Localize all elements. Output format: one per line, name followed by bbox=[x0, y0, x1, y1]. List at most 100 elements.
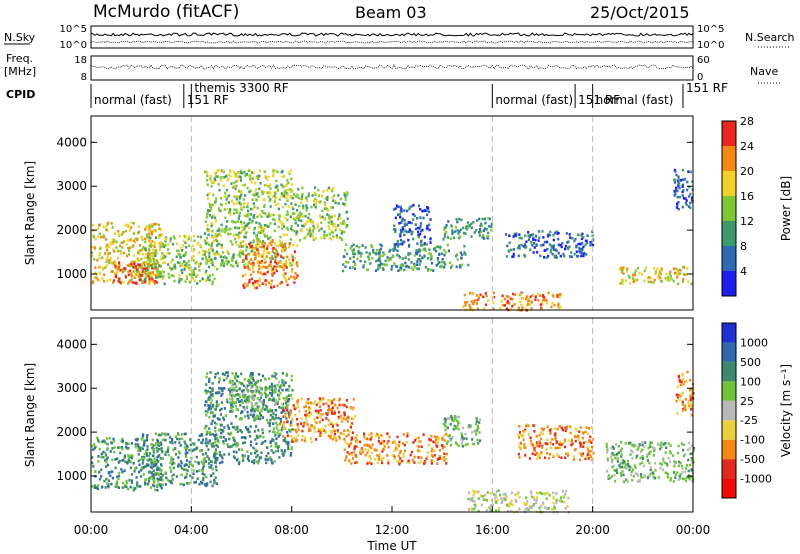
range-cell bbox=[348, 443, 351, 446]
range-cell bbox=[163, 245, 166, 249]
range-cell bbox=[109, 450, 112, 453]
range-cell bbox=[96, 278, 99, 281]
range-cell bbox=[214, 372, 217, 376]
range-cell bbox=[221, 387, 224, 390]
range-cell bbox=[271, 385, 274, 388]
range-cell bbox=[577, 438, 580, 441]
range-cell bbox=[204, 403, 207, 407]
range-cell bbox=[141, 247, 144, 251]
range-cell bbox=[487, 217, 490, 220]
range-cell bbox=[209, 466, 213, 469]
range-cell bbox=[530, 506, 533, 510]
range-cell bbox=[218, 450, 221, 454]
range-cell bbox=[258, 240, 261, 243]
range-cell bbox=[678, 398, 681, 402]
range-cell bbox=[257, 225, 260, 229]
range-cell bbox=[688, 474, 691, 477]
range-cell bbox=[156, 466, 159, 469]
range-cell bbox=[175, 255, 178, 259]
range-cell bbox=[254, 451, 257, 455]
noise-sky-line bbox=[90, 32, 694, 37]
range-cell bbox=[405, 265, 408, 268]
range-cell bbox=[101, 277, 104, 280]
range-cell bbox=[381, 450, 384, 453]
range-cell bbox=[666, 278, 669, 282]
range-cell bbox=[674, 473, 678, 476]
range-cell bbox=[121, 246, 124, 249]
range-cell bbox=[237, 236, 240, 240]
range-cell bbox=[398, 462, 401, 466]
range-cell bbox=[527, 234, 530, 238]
range-cell bbox=[559, 496, 563, 499]
range-cell bbox=[143, 452, 146, 456]
range-cell bbox=[265, 255, 268, 258]
range-cell bbox=[678, 195, 681, 199]
range-cell bbox=[449, 261, 452, 265]
range-cell bbox=[536, 250, 539, 254]
range-cell bbox=[270, 243, 273, 247]
range-cell bbox=[268, 199, 271, 203]
range-cell bbox=[231, 372, 234, 375]
range-cell bbox=[569, 425, 572, 428]
range-cell bbox=[400, 210, 403, 213]
range-cell bbox=[183, 265, 186, 269]
range-cell bbox=[445, 462, 448, 465]
range-cell bbox=[151, 273, 154, 276]
range-cell bbox=[290, 253, 293, 257]
range-cell bbox=[613, 474, 616, 477]
range-cell bbox=[121, 437, 124, 441]
range-cell bbox=[538, 236, 541, 239]
range-cell bbox=[203, 250, 207, 254]
range-cell bbox=[688, 195, 691, 198]
range-cell bbox=[253, 409, 256, 413]
range-cell bbox=[101, 440, 104, 444]
range-cell bbox=[524, 424, 528, 428]
range-cell bbox=[211, 419, 214, 423]
range-cell bbox=[93, 258, 96, 261]
range-cell bbox=[205, 433, 208, 436]
range-cell bbox=[307, 194, 310, 198]
range-cell bbox=[592, 243, 595, 247]
range-cell bbox=[185, 265, 188, 268]
range-cell bbox=[174, 453, 178, 456]
range-cell bbox=[170, 274, 173, 277]
range-cell bbox=[211, 280, 214, 284]
range-cell bbox=[259, 271, 262, 275]
range-cell bbox=[201, 441, 204, 445]
range-cell bbox=[265, 224, 268, 227]
range-cell bbox=[135, 476, 138, 479]
range-cell bbox=[520, 291, 523, 295]
range-cell bbox=[206, 171, 209, 175]
range-cell bbox=[522, 429, 525, 433]
range-cell bbox=[134, 445, 137, 449]
range-cell bbox=[241, 184, 244, 187]
range-cell bbox=[280, 255, 283, 259]
range-cell bbox=[674, 192, 677, 196]
range-cell bbox=[296, 209, 299, 212]
range-cell bbox=[259, 225, 262, 228]
range-cell bbox=[235, 379, 238, 383]
range-cell bbox=[217, 428, 221, 432]
range-cell bbox=[376, 454, 379, 457]
range-cell bbox=[530, 307, 533, 310]
range-cell bbox=[127, 459, 130, 462]
range-cell bbox=[399, 228, 402, 232]
range-cell bbox=[360, 447, 363, 451]
range-cell bbox=[248, 242, 251, 246]
range-cell bbox=[222, 440, 225, 443]
range-cell bbox=[688, 441, 691, 445]
range-cell bbox=[632, 475, 635, 478]
range-cell bbox=[168, 252, 171, 255]
range-cell bbox=[183, 464, 186, 468]
range-cell bbox=[216, 234, 219, 237]
range-cell bbox=[436, 258, 440, 262]
range-cell bbox=[277, 429, 280, 432]
range-cell bbox=[179, 482, 182, 486]
range-cell bbox=[114, 485, 117, 488]
range-cell bbox=[682, 407, 685, 411]
range-cell bbox=[241, 448, 244, 451]
range-cell bbox=[423, 462, 426, 465]
range-cell bbox=[150, 223, 153, 226]
range-cell bbox=[419, 216, 422, 219]
range-cell bbox=[676, 202, 679, 205]
